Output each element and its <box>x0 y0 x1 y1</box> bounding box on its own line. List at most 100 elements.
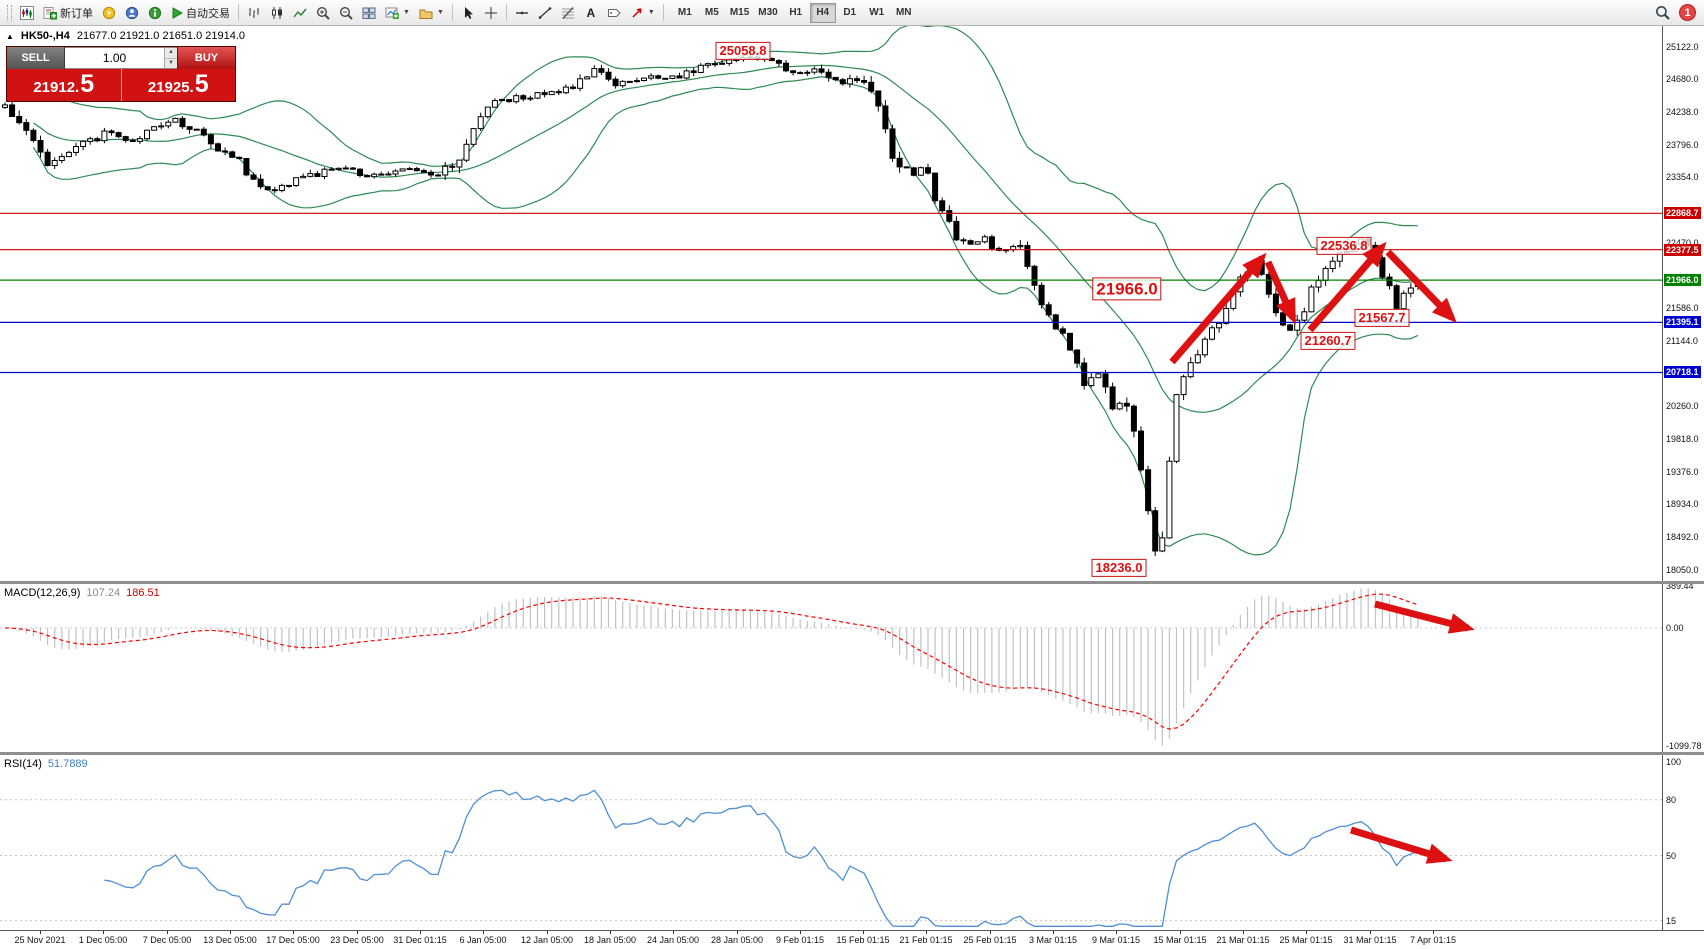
buy-price-main: 21925. <box>147 79 194 96</box>
time-axis-tick <box>863 931 864 934</box>
time-axis-tick <box>230 931 231 934</box>
timeframe-button-d1[interactable]: D1 <box>837 3 863 23</box>
bar-chart-button[interactable] <box>243 2 265 24</box>
trendline-icon <box>538 6 552 19</box>
time-axis-tick <box>673 931 674 934</box>
timeframe-button-m30[interactable]: M30 <box>754 3 781 23</box>
axis-price-label: 24680.0 <box>1666 74 1699 84</box>
notification-badge[interactable]: 1 <box>1679 4 1696 21</box>
line-chart-button[interactable] <box>289 2 311 24</box>
tile-windows-icon <box>362 7 376 19</box>
time-axis-tick <box>40 931 41 934</box>
time-axis-tick <box>420 931 421 934</box>
time-axis-label: 18 Jan 05:00 <box>583 935 637 945</box>
toolbar-separator <box>238 4 239 21</box>
price-axis[interactable]: 25122.0 24680.0 24238.0 23796.0 23354.0 22470… <box>1662 26 1704 581</box>
autotrading-button[interactable]: 自动交易 <box>167 2 234 24</box>
timeframe-button-m15[interactable]: M15 <box>726 3 753 23</box>
axis-price-label: 25122.0 <box>1666 42 1699 52</box>
toolbar-grip[interactable] <box>7 4 12 21</box>
fibonacci-icon <box>561 6 574 19</box>
chart-ohlc-values: 21677.0 21921.0 21651.0 21914.0 <box>76 30 246 42</box>
macd-axis[interactable]: 389.44 0.00 -1099.78 <box>1662 581 1704 752</box>
macd-name: MACD(12,26,9) <box>4 587 81 599</box>
time-axis[interactable]: 25 Nov 2021 1 Dec 05:00 7 Dec 05:00 13 Dec … <box>0 930 1704 949</box>
time-axis-label: 7 Dec 05:00 <box>142 935 192 945</box>
macd-histogram <box>11 588 1419 746</box>
bollinger-bands <box>32 26 1419 556</box>
macd-main-value: 107.24 <box>86 587 121 599</box>
line-chart-icon <box>293 8 307 17</box>
candlestick-chart-button[interactable] <box>266 2 288 24</box>
timeframe-button-h1[interactable]: H1 <box>783 3 809 23</box>
chart-window-button[interactable] <box>16 2 38 24</box>
terminal-icon <box>148 6 162 19</box>
volume-input[interactable]: 1.00 <box>102 51 127 65</box>
panel-divider[interactable] <box>0 752 1704 755</box>
terminal-button[interactable] <box>144 2 166 24</box>
collapse-panel-icon[interactable]: ▲ <box>6 31 14 41</box>
new-order-button[interactable]: 新订单 <box>39 2 97 24</box>
time-axis-tick <box>926 931 927 934</box>
timeframe-button-m5[interactable]: M5 <box>699 3 725 23</box>
sell-price-main: 21912. <box>33 79 80 96</box>
sell-button[interactable]: SELL <box>7 47 65 69</box>
time-axis-tick <box>1306 931 1307 934</box>
candlestick-chart-icon <box>272 6 282 19</box>
toolbar: 新订单 自动交易 ▼ ▼ A ▼ M1 M5 M15 M30 H1 H4 D1 W1 MN 1 <box>0 0 1704 26</box>
rsi-panel-surface[interactable] <box>0 755 1662 930</box>
timeframe-button-w1[interactable]: W1 <box>864 3 890 23</box>
cursor-tool-button[interactable] <box>457 2 479 24</box>
buy-button[interactable]: BUY <box>177 47 235 69</box>
rsi-axis[interactable]: 100 80 50 15 <box>1662 755 1704 930</box>
time-axis-tick <box>167 931 168 934</box>
volume-down-icon[interactable]: ▼ <box>165 58 177 68</box>
volume-box: 1.00 ▲ ▼ <box>65 47 177 69</box>
horizontal-line-tool-button[interactable] <box>511 2 533 24</box>
new-chart-button[interactable]: ▼ <box>381 2 414 24</box>
axis-price-label: 22470.0 <box>1666 238 1699 248</box>
autotrading-label: 自动交易 <box>186 7 230 20</box>
new-order-label: 新订单 <box>60 7 93 20</box>
time-axis-tick <box>1433 931 1434 934</box>
toolbar-separator <box>451 4 453 21</box>
volume-up-icon[interactable]: ▲ <box>165 48 177 59</box>
time-axis-label: 24 Jan 05:00 <box>646 935 700 945</box>
new-chart-icon <box>385 7 399 19</box>
timeframe-button-h4[interactable]: H4 <box>809 2 836 23</box>
buy-price[interactable]: 21925. 5 <box>120 69 235 101</box>
panel-divider[interactable] <box>0 581 1704 584</box>
text-label-icon <box>607 8 621 17</box>
axis-price-label: 19818.0 <box>1666 434 1699 444</box>
fibonacci-tool-button[interactable] <box>557 2 579 24</box>
zoom-in-button[interactable] <box>312 2 334 24</box>
axis-price-label: 21586.0 <box>1666 303 1699 313</box>
main-chart-surface[interactable] <box>0 26 1662 581</box>
macd-panel-surface[interactable] <box>0 584 1662 752</box>
timeframe-button-mn[interactable]: MN <box>891 3 917 23</box>
timeframe-button-m1[interactable]: M1 <box>672 3 698 23</box>
bollinger-lower-line <box>32 75 1419 556</box>
text-label-tool-button[interactable] <box>603 2 625 24</box>
time-axis-label: 12 Jan 05:00 <box>520 935 574 945</box>
zoom-out-button[interactable] <box>335 2 357 24</box>
trendline-tool-button[interactable] <box>534 2 556 24</box>
sell-price[interactable]: 21912. 5 <box>7 69 121 101</box>
navigator-button[interactable] <box>121 2 143 24</box>
text-tool-button[interactable]: A <box>580 2 602 24</box>
crosshair-tool-button[interactable] <box>480 2 502 24</box>
axis-price-label: 18492.0 <box>1666 532 1699 542</box>
axis-price-badge: 21966.0 <box>1664 274 1701 286</box>
profiles-button[interactable]: ▼ <box>415 2 448 24</box>
time-axis-tick <box>103 931 104 934</box>
search-button[interactable] <box>1651 2 1674 24</box>
tile-windows-button[interactable] <box>358 2 380 24</box>
chevron-down-icon: ▼ <box>403 9 410 16</box>
chart-header: ▲ HK50-,H4 21677.0 21921.0 21651.0 21914… <box>6 30 245 42</box>
trade-prices-row: 21912. 5 21925. 5 <box>7 69 235 101</box>
market-watch-icon <box>102 6 116 19</box>
macd-signal-line <box>4 593 1419 730</box>
market-watch-button[interactable] <box>98 2 120 24</box>
shapes-tool-button[interactable]: ▼ <box>626 2 659 24</box>
chart-symbol-period: HK50-,H4 <box>20 30 70 42</box>
